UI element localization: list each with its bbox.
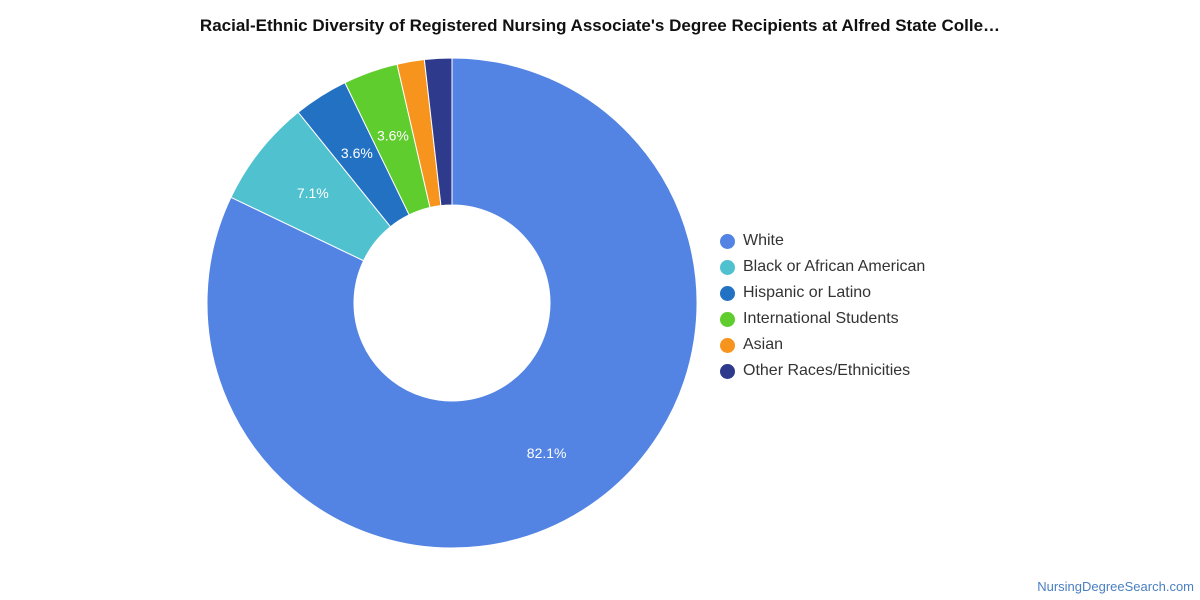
legend-label: Black or African American bbox=[743, 258, 926, 275]
chart-title: Racial-Ethnic Diversity of Registered Nu… bbox=[199, 16, 1001, 35]
legend-item[interactable]: Asian bbox=[720, 332, 925, 358]
legend-label: Hispanic or Latino bbox=[743, 284, 872, 301]
legend-item[interactable]: International Students bbox=[720, 306, 925, 332]
legend-swatch bbox=[720, 285, 735, 301]
chart-legend: White Black or African American Hispanic o… bbox=[720, 228, 925, 384]
legend-item[interactable]: White bbox=[720, 228, 925, 254]
legend-item[interactable]: Black or African American bbox=[720, 254, 925, 280]
legend-swatch bbox=[720, 363, 735, 379]
legend-item[interactable]: Hispanic or Latino bbox=[720, 280, 925, 306]
donut-slice-other-races-ethnicities[interactable] bbox=[423, 57, 453, 207]
legend-label: International Students bbox=[743, 310, 899, 327]
legend-label: White bbox=[743, 232, 784, 249]
legend-item[interactable]: Other Races/Ethnicities bbox=[720, 358, 925, 384]
legend-swatch bbox=[720, 259, 735, 275]
slice-data-label: 3.6% bbox=[341, 145, 373, 161]
legend-label: Asian bbox=[743, 336, 784, 353]
legend-swatch bbox=[720, 311, 735, 327]
legend-swatch bbox=[720, 337, 735, 353]
slice-data-label: 82.1% bbox=[527, 445, 567, 461]
slice-data-label: 7.1% bbox=[297, 185, 329, 201]
source-link[interactable]: NursingDegreeSearch.com bbox=[1037, 579, 1194, 594]
legend-label: Other Races/Ethnicities bbox=[743, 362, 911, 379]
slice-data-label: 3.6% bbox=[377, 128, 409, 144]
donut-slice-white[interactable] bbox=[206, 57, 698, 549]
legend-swatch bbox=[720, 233, 735, 249]
